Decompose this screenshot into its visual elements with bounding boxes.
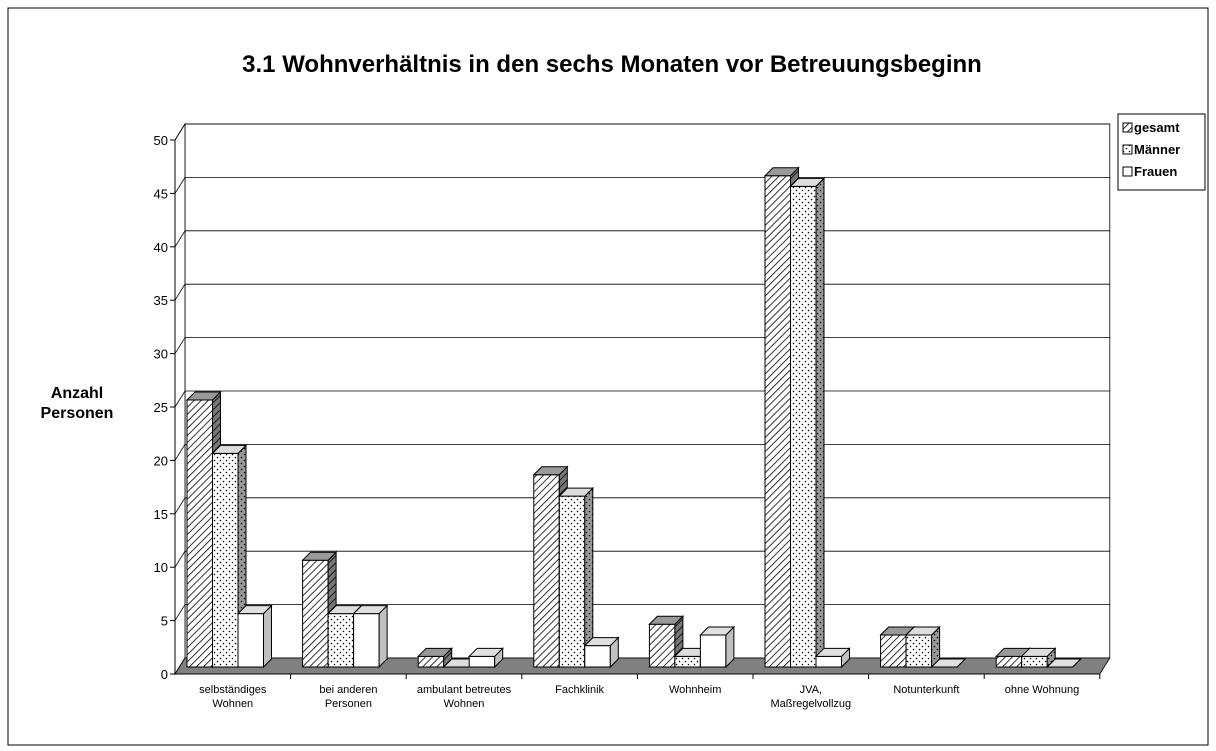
bar [558, 486, 595, 669]
bar-side [378, 604, 388, 669]
bar-top [789, 177, 826, 187]
bar-top [814, 647, 851, 657]
legend-label: Männer [1134, 142, 1180, 157]
y-tick-label: 35 [154, 293, 168, 308]
bar-top [1045, 658, 1082, 668]
y-tick-label: 20 [154, 453, 168, 468]
bar-front [674, 655, 701, 668]
bar-top [763, 167, 800, 177]
y-tick-label: 10 [154, 560, 168, 575]
x-tick-label: ohne Wohnung [1004, 684, 1080, 696]
bar-top [930, 658, 967, 668]
bar-front [186, 399, 213, 668]
y-tick-label: 50 [154, 133, 168, 148]
bar [930, 658, 967, 668]
bar-front [302, 559, 329, 668]
x-tick-label: ambulant betreutes Wohnen [416, 684, 512, 710]
x-tick-label: Fachklinik [555, 684, 605, 696]
bar [467, 647, 504, 669]
bar [814, 647, 851, 669]
legend-swatch [1122, 166, 1133, 177]
bar-top [648, 615, 685, 625]
bar [699, 625, 736, 669]
bar-top [301, 551, 338, 561]
bar-front [699, 634, 727, 668]
bar-top [699, 626, 736, 636]
bar [1020, 647, 1057, 669]
bar [236, 604, 273, 669]
bar [352, 604, 389, 669]
y-tick-label: 5 [161, 614, 168, 629]
bar-top [904, 626, 941, 636]
bar-front [995, 655, 1023, 668]
bar-front [417, 655, 445, 668]
bar-front [327, 613, 355, 668]
bar-front [353, 613, 380, 668]
y-tick-label: 0 [161, 667, 168, 682]
bar-front [533, 474, 560, 668]
bar-front [468, 655, 496, 668]
bar-front [880, 634, 907, 668]
bar-front [1021, 655, 1048, 668]
x-tick-label: Notunterkunft [893, 684, 960, 696]
bar-top [352, 605, 389, 615]
y-axis-label: Anzahl Personen [40, 385, 114, 422]
legend-label: gesamt [1134, 120, 1180, 135]
bar [904, 625, 941, 669]
y-tick-label: 25 [154, 400, 168, 415]
chart-title: 3.1 Wohnverhältnis in den sechs Monaten … [242, 51, 982, 78]
legend-label: Frauen [1134, 164, 1177, 179]
grid-line [174, 176, 1110, 194]
bar-front [764, 175, 791, 668]
bar-top [583, 637, 620, 647]
bar-front [558, 495, 586, 668]
bar-front [815, 655, 842, 668]
bar-side [815, 177, 825, 669]
bar-top [558, 487, 595, 497]
bar-front [905, 634, 933, 668]
y-tick-label: 15 [154, 507, 168, 522]
bar-top [467, 647, 504, 657]
bar [583, 636, 620, 669]
x-tick-label: JVA, Maßregelvollzug [770, 684, 852, 710]
bar-top [532, 466, 569, 476]
x-tick-label: bei anderen Personen [319, 684, 378, 710]
y-tick-label: 30 [154, 347, 168, 362]
bar-front [790, 185, 817, 668]
bar-top [1020, 647, 1057, 657]
bar-front [212, 452, 239, 668]
bar-top [211, 444, 248, 454]
bar-top [185, 391, 222, 401]
legend-swatch [1122, 122, 1133, 133]
bar [416, 647, 453, 669]
bar-front [237, 613, 264, 668]
bar-top [236, 605, 273, 615]
bar [789, 177, 826, 669]
bar [1045, 658, 1082, 668]
bar-front [584, 645, 611, 668]
legend-swatch [1122, 144, 1133, 155]
bar-top [416, 647, 453, 657]
grid-line [174, 123, 1110, 141]
y-tick-label: 40 [154, 240, 168, 255]
bar-front [648, 623, 676, 668]
y-tick-label: 45 [154, 186, 168, 201]
bar-side [263, 604, 272, 669]
x-tick-label: selbständiges Wohnen [199, 684, 267, 710]
x-tick-label: Wohnheim [668, 684, 722, 696]
